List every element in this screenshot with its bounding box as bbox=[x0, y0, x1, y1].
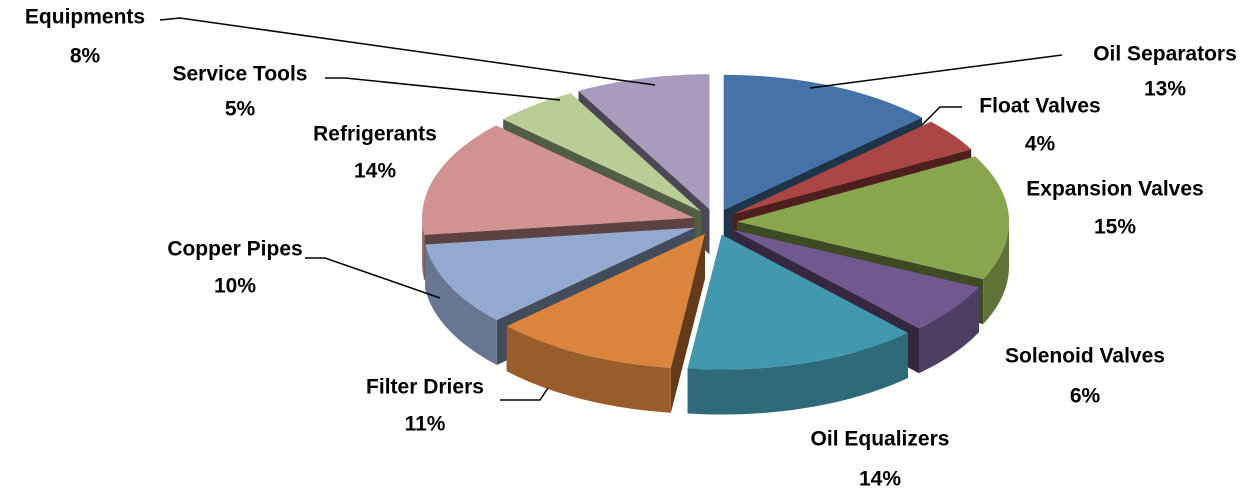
slice-label: Service Tools bbox=[172, 63, 307, 86]
slice-wall bbox=[425, 244, 497, 365]
slice-top bbox=[503, 93, 702, 212]
leader-line bbox=[159, 17, 656, 86]
slice-top bbox=[422, 125, 695, 235]
slice-label: Solenoid Valves bbox=[1005, 345, 1165, 368]
leader-line bbox=[325, 77, 561, 101]
slice-value: 11% bbox=[405, 413, 446, 436]
slice bbox=[687, 234, 908, 415]
slice-top bbox=[687, 234, 908, 370]
slice bbox=[506, 233, 705, 413]
slice-label: Refrigerants bbox=[313, 123, 437, 146]
slice-top bbox=[425, 227, 696, 320]
leader-line bbox=[809, 54, 1063, 89]
slice-label: Filter Driers bbox=[366, 376, 484, 399]
slice-label: Float Valves bbox=[979, 95, 1100, 118]
slice-side bbox=[670, 233, 705, 413]
slice-top bbox=[578, 74, 710, 210]
slice-value: 13% bbox=[1144, 78, 1186, 101]
slice-label: Equipments bbox=[25, 6, 145, 29]
slice-wall bbox=[919, 287, 979, 374]
slice-top bbox=[723, 74, 922, 210]
slice-value: 4% bbox=[1025, 133, 1056, 156]
slice-value: 15% bbox=[1094, 216, 1136, 239]
slice-wall bbox=[506, 326, 671, 413]
leader-line bbox=[500, 387, 549, 401]
slice-value: 14% bbox=[859, 468, 901, 491]
slice-top bbox=[732, 229, 979, 329]
slice-top bbox=[506, 233, 705, 368]
slice-label: Oil Separators bbox=[1093, 43, 1237, 66]
leader-line bbox=[921, 106, 962, 126]
slice-wall bbox=[422, 217, 425, 280]
slice-label: Oil Equalizers bbox=[811, 428, 950, 451]
slice-wall bbox=[983, 221, 1009, 325]
slice-label: Expansion Valves bbox=[1026, 178, 1203, 201]
slice-top bbox=[732, 121, 972, 215]
slice-wall bbox=[687, 333, 908, 415]
slice-label: Copper Pipes bbox=[167, 238, 302, 261]
slice-value: 10% bbox=[214, 275, 256, 298]
slice-value: 6% bbox=[1070, 385, 1101, 408]
slice-value: 14% bbox=[354, 160, 396, 183]
slice-value: 5% bbox=[225, 98, 256, 121]
leader-line bbox=[305, 257, 441, 299]
slice-top bbox=[737, 156, 1009, 280]
slice-value: 8% bbox=[70, 45, 101, 68]
